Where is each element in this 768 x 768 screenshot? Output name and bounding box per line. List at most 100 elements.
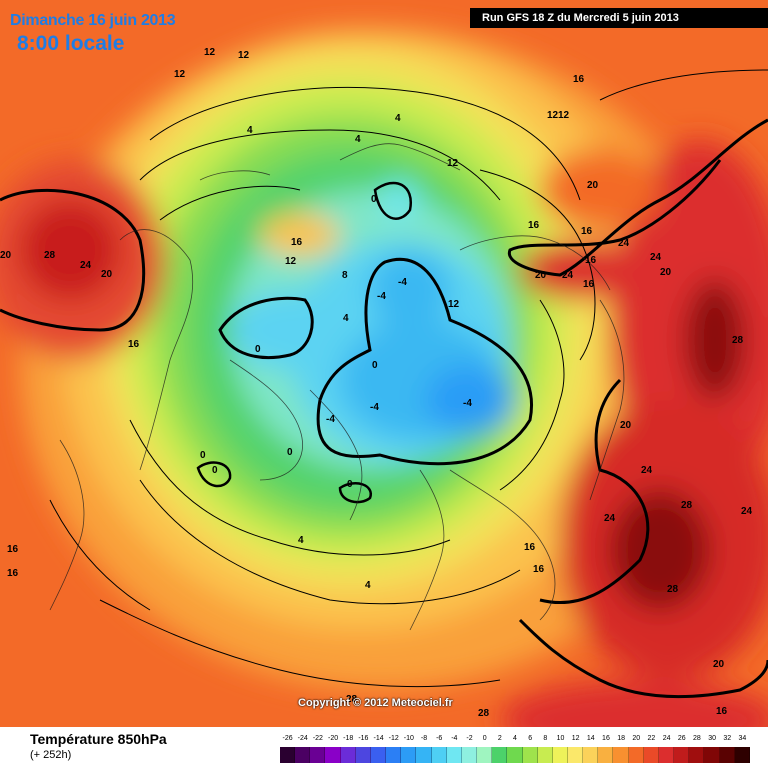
- scale-swatch: [280, 747, 296, 763]
- iso-label: 12: [448, 299, 460, 310]
- scale-label: -18: [343, 735, 354, 742]
- scale-swatch: [643, 747, 659, 763]
- scale-swatch: [431, 747, 447, 763]
- scale-swatch: [598, 747, 614, 763]
- iso-label: 0: [347, 479, 353, 490]
- scale-label: 0: [482, 735, 487, 742]
- isotherm-zero-small: [373, 181, 413, 220]
- scale-swatch: [386, 747, 402, 763]
- coastlines: [49, 143, 625, 631]
- scale-label: -20: [328, 735, 339, 742]
- iso-label: 16: [573, 74, 585, 85]
- iso-label: 16: [585, 255, 597, 266]
- iso-label: 24: [741, 506, 753, 517]
- scale-label: 10: [556, 735, 565, 742]
- iso-label: 16: [7, 568, 19, 579]
- iso-label: 16: [524, 542, 536, 553]
- scale-swatch: [492, 747, 508, 763]
- scale-swatch: [295, 747, 311, 763]
- scale-swatch: [477, 747, 493, 763]
- iso-label: 16: [128, 339, 140, 350]
- scale-labels: -26 -24 -22 -20 -18 -16 -14 -12 -10 -8 -6 -4 -2 0 2 4 6 8…: [280, 735, 750, 745]
- iso-label: 16: [7, 544, 19, 555]
- contour-lines: [0, 69, 768, 699]
- temperature-map: 12 12 12 16 12 12 4 4 4 12 20 0 16 16 16…: [0, 0, 768, 727]
- iso-label: 0: [371, 194, 377, 205]
- scale-swatch: [446, 747, 462, 763]
- isotherm-zero-west: [218, 296, 314, 359]
- scale-swatch: [355, 747, 371, 763]
- iso-label: -4: [370, 402, 379, 413]
- forecast-time: 8:00 locale: [17, 32, 125, 55]
- iso-label: 20: [535, 270, 547, 281]
- iso-label: 20: [101, 269, 113, 280]
- scale-label: 12: [571, 735, 580, 742]
- iso-label: 4: [395, 113, 401, 124]
- lead-time: (+ 252h): [30, 749, 72, 761]
- scale-swatch: [658, 747, 675, 763]
- scale-swatch: [674, 747, 690, 763]
- iso-label: 4: [355, 134, 361, 145]
- scale-swatch: [552, 747, 568, 763]
- scale-swatch: [628, 747, 644, 763]
- scale-label: -8: [420, 735, 428, 742]
- iso-label: 24: [618, 238, 630, 249]
- scale-label: -6: [436, 735, 443, 742]
- iso-label: 12: [174, 69, 186, 80]
- scale-swatch: [461, 747, 478, 763]
- iso-label: -4: [463, 398, 472, 409]
- iso-label: 28: [667, 584, 679, 595]
- iso-label: -4: [326, 414, 335, 425]
- scale-label: -26: [282, 735, 293, 742]
- iso-label: 24: [604, 513, 616, 524]
- scale-swatch: [401, 747, 417, 763]
- isotherm-twenty-west: [0, 188, 146, 332]
- iso-label: 12: [558, 110, 570, 121]
- scale-label: 8: [543, 735, 548, 742]
- scale-swatch: [370, 747, 387, 763]
- model-run-label: Run GFS 18 Z du Mercredi 5 juin 2013: [470, 8, 768, 28]
- iso-label: 28: [478, 708, 490, 719]
- iso-label: 8: [342, 270, 348, 281]
- iso-label: 28: [681, 500, 693, 511]
- scale-label: -4: [451, 735, 458, 742]
- scale-swatch: [507, 747, 523, 763]
- scale-label: -16: [358, 735, 369, 742]
- iso-label: 16: [533, 564, 545, 575]
- scale-label: 34: [738, 735, 747, 742]
- iso-label: 12: [238, 50, 250, 61]
- scale-label: 24: [662, 735, 671, 742]
- iso-label: 0: [200, 450, 206, 461]
- scale-swatch: [310, 747, 326, 763]
- scale-label: -10: [403, 735, 414, 742]
- copyright-notice: Copyright © 2012 Meteociel.fr: [298, 697, 453, 709]
- iso-label: 16: [716, 706, 728, 717]
- scale-label: -24: [297, 735, 308, 742]
- forecast-date: Dimanche 16 juin 2013: [10, 12, 176, 29]
- iso-label: 12: [447, 158, 459, 169]
- iso-label: 24: [650, 252, 662, 263]
- iso-label: 28: [44, 250, 56, 261]
- iso-label: 20: [0, 250, 12, 261]
- isotherm-zero-main: [316, 257, 533, 466]
- iso-label: 0: [255, 344, 261, 355]
- iso-label: 20: [587, 180, 599, 191]
- iso-label: 0: [372, 360, 378, 371]
- iso-label: 20: [660, 267, 672, 278]
- iso-label: 28: [346, 694, 358, 705]
- iso-label: 12: [285, 256, 297, 267]
- iso-label: -4: [398, 277, 407, 288]
- scale-swatch: [583, 747, 599, 763]
- legend-bar: Température 850hPa (+ 252h) -26 -24 -22 -20…: [0, 727, 768, 768]
- scale-label: 32: [723, 735, 732, 742]
- scale-label: -2: [466, 735, 473, 742]
- scale-swatch: [734, 747, 750, 763]
- scale-swatches: [280, 747, 750, 763]
- iso-label: 28: [732, 335, 744, 346]
- scale-label: 30: [708, 735, 716, 742]
- isotherm-twenty-southeast: [539, 378, 650, 605]
- iso-label: -4: [377, 291, 386, 302]
- scale-label: 26: [677, 735, 686, 742]
- iso-label: 16: [581, 226, 593, 237]
